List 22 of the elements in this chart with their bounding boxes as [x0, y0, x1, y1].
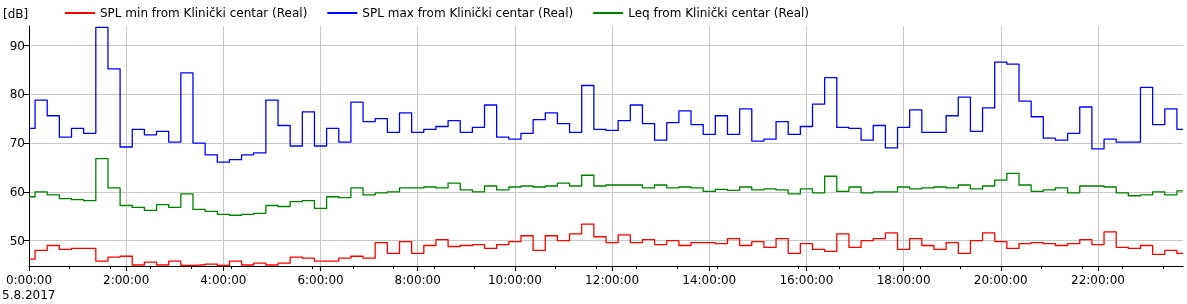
x-tick-label: 0:00:00: [5, 273, 53, 287]
y-tick-label: 90: [9, 38, 25, 53]
x-tick-label: 22:00:00: [1071, 273, 1125, 287]
legend-label: SPL min from Klinički centar (Real): [100, 6, 308, 20]
y-tick-label: 80: [9, 87, 25, 102]
y-tick-label: 60: [9, 184, 25, 199]
x-tick-label: 20:00:00: [973, 273, 1028, 287]
x-tick-label: 8:00:00: [394, 273, 441, 287]
x-tick-label: 18:00:00: [876, 273, 931, 287]
legend-label: Leq from Klinički centar (Real): [628, 6, 810, 20]
y-axis-title: [dB]: [3, 7, 29, 21]
x-tick-label: 6:00:00: [297, 273, 344, 287]
x-tick-label: 10:00:00: [487, 273, 542, 287]
y-tick-label: 70: [9, 136, 25, 151]
x-tick-label: 2:00:00: [103, 273, 150, 287]
x-tick-label: 12:00:00: [585, 273, 640, 287]
x-tick-label: 14:00:00: [682, 273, 737, 287]
x-tick-label: 4:00:00: [200, 273, 247, 287]
y-tick-label: 50: [9, 233, 25, 248]
x-tick-label: 16:00:00: [779, 273, 834, 287]
text: 5.8.2017: [2, 288, 56, 302]
legend-label: SPL max from Klinički centar (Real): [362, 6, 574, 20]
